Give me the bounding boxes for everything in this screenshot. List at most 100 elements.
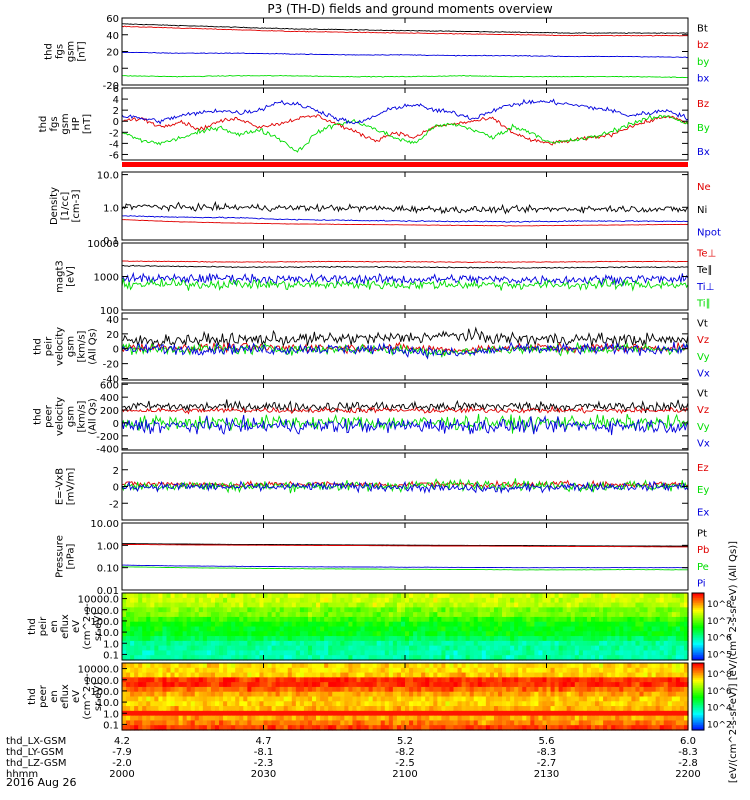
heatmap-cell (574, 650, 580, 656)
heatmap-cell (522, 655, 527, 661)
heatmap-cell (364, 597, 370, 604)
heatmap-cell (582, 636, 588, 642)
heatmap-cell (639, 710, 645, 717)
heatmap-cell (162, 607, 168, 613)
heatmap-cell (502, 650, 507, 656)
heatmap-cell (291, 696, 297, 702)
heatmap-cell (453, 706, 459, 712)
heatmap-cell (150, 636, 155, 642)
heatmap-cell (534, 597, 540, 604)
y-axis-label: thd (27, 688, 38, 705)
heatmap-cell (566, 701, 572, 707)
heatmap-cell (493, 593, 499, 599)
heatmap-cell (578, 706, 584, 712)
heatmap-cell (287, 621, 293, 628)
heatmap-cell (210, 655, 216, 661)
heatmap-cell (158, 655, 164, 661)
heatmap-cell (429, 667, 434, 674)
heatmap-cell (603, 682, 608, 688)
heatmap-cell (295, 645, 301, 652)
heatmap-cell (639, 686, 645, 693)
heatmap-cell (437, 706, 442, 712)
heatmap-cell (344, 612, 349, 618)
heatmap-cell (667, 602, 673, 608)
heatmap-cell (611, 725, 616, 731)
heatmap-cell (659, 701, 665, 707)
heatmap-cell (299, 663, 305, 669)
heatmap-cell (433, 626, 438, 632)
heatmap-cell (158, 715, 164, 722)
heatmap-cell (469, 691, 475, 698)
colorbar-step (692, 728, 704, 731)
heatmap-cell (582, 710, 588, 717)
heatmap-cell (510, 645, 515, 652)
heatmap-cell (287, 677, 293, 683)
heatmap-cell (295, 686, 301, 693)
heatmap-cell (247, 677, 252, 683)
heatmap-cell (643, 636, 649, 642)
heatmap-cell (643, 725, 649, 731)
series-peer_velocity-3 (121, 414, 689, 436)
heatmap-cell (526, 636, 531, 642)
heatmap-cell (263, 607, 269, 613)
heatmap-cell (586, 593, 592, 599)
heatmap-cell (639, 621, 645, 628)
heatmap-cell (417, 631, 422, 637)
heatmap-cell (299, 725, 305, 731)
heatmap-cell (271, 686, 277, 693)
heatmap-cell (469, 667, 475, 674)
heatmap-cell (307, 672, 313, 678)
heatmap-cell (174, 725, 180, 731)
heatmap-cell (615, 655, 620, 661)
heatmap-cell (538, 696, 544, 702)
heatmap-cell (469, 686, 475, 693)
heatmap-cell (146, 701, 151, 707)
heatmap-cell (364, 706, 370, 712)
colorbar-tick-label: 10^4 (707, 704, 732, 714)
heatmap-cell (493, 686, 499, 693)
heatmap-cell (303, 663, 309, 669)
heatmap-cell (429, 715, 434, 722)
heatmap-cell (332, 720, 337, 726)
heatmap-cell (320, 701, 325, 707)
heatmap-cell (603, 593, 608, 599)
heatmap-cell (506, 696, 511, 702)
heatmap-cell (178, 701, 184, 707)
y-axis-label: [eV] (66, 266, 77, 287)
heatmap-cell (481, 593, 487, 599)
heatmap-cell (481, 655, 487, 661)
y-axis-label: eV (71, 690, 82, 703)
heatmap-cell (659, 621, 665, 628)
heatmap-cell (429, 691, 434, 698)
heatmap-cell (639, 593, 645, 599)
heatmap-cell (425, 607, 430, 613)
heatmap-cell (307, 677, 313, 683)
heatmap-cell (219, 612, 224, 618)
heatmap-cell (514, 691, 519, 698)
heatmap-cell (530, 720, 535, 726)
heatmap-cell (299, 607, 305, 613)
heatmap-cell (562, 621, 568, 628)
heatmap-cell (303, 672, 309, 678)
heatmap-cell (477, 640, 483, 647)
heatmap-cell (344, 626, 349, 632)
heatmap-cell (320, 682, 325, 688)
heatmap-cell (312, 696, 317, 702)
heatmap-cell (138, 616, 143, 623)
heatmap-cell (647, 631, 653, 637)
heatmap-cell (235, 701, 240, 707)
y-axis-label: peir (44, 336, 55, 356)
heatmap-cell (457, 710, 463, 717)
heatmap-cell (623, 616, 628, 623)
heatmap-cell (239, 616, 244, 623)
heatmap-cell (619, 626, 624, 632)
heatmap-cell (130, 667, 135, 674)
heatmap-cell (271, 631, 277, 637)
series-efield-2 (121, 480, 689, 495)
heatmap-cell (449, 626, 455, 632)
heatmap-cell (291, 677, 297, 683)
heatmap-cell (299, 706, 305, 712)
heatmap-cell (437, 720, 442, 726)
heatmap-cell (316, 655, 321, 661)
heatmap-cell (295, 691, 301, 698)
